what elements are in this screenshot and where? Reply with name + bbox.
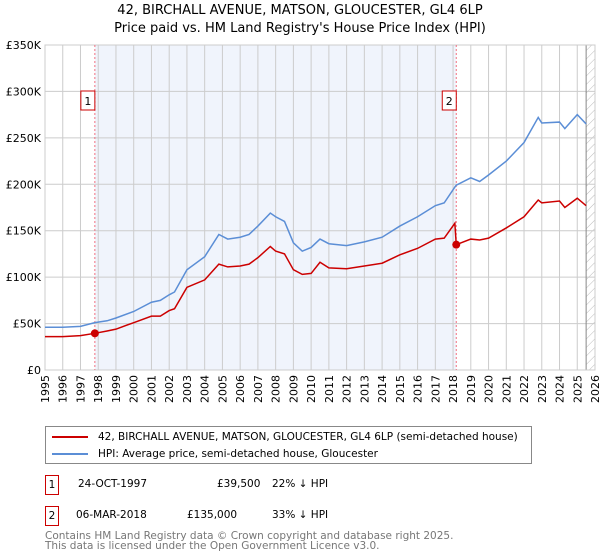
x-tick-label: 2011 xyxy=(323,375,336,403)
x-tick-label: 2007 xyxy=(252,375,265,403)
x-tick-label: 1998 xyxy=(92,375,105,403)
y-tick-label: £50K xyxy=(13,318,42,331)
x-tick-label: 2009 xyxy=(287,375,300,403)
transaction-row: 2 06-MAR-2018 £135,000 33% ↓ HPI xyxy=(45,506,545,526)
legend-swatch-hpi xyxy=(52,453,88,455)
sale-annotation-box xyxy=(80,90,96,111)
legend: 42, BIRCHALL AVENUE, MATSON, GLOUCESTER,… xyxy=(45,426,532,464)
transaction-hpi: 22% ↓ HPI xyxy=(272,478,329,490)
x-tick-label: 2017 xyxy=(429,375,442,403)
chart-subtitle: Price paid vs. HM Land Registry's House … xyxy=(114,21,486,36)
x-tick-label: 2013 xyxy=(358,375,371,403)
chart-title: 42, BIRCHALL AVENUE, MATSON, GLOUCESTER,… xyxy=(117,3,483,18)
sale-point xyxy=(452,240,461,249)
legend-label-property: 42, BIRCHALL AVENUE, MATSON, GLOUCESTER,… xyxy=(98,431,518,443)
x-tick-label: 1997 xyxy=(74,375,87,403)
x-tick-label: 2005 xyxy=(216,375,229,403)
legend-label-hpi: HPI: Average price, semi-detached house,… xyxy=(98,448,378,460)
y-tick-label: £300K xyxy=(6,85,42,98)
x-tick-label: 2004 xyxy=(199,375,212,403)
x-tick-label: 1996 xyxy=(57,375,70,403)
footer-line: This data is licensed under the Open Gov… xyxy=(45,540,380,552)
x-tick-label: 2003 xyxy=(181,375,194,403)
sale-annotation-box xyxy=(441,90,457,111)
footer-line: Contains HM Land Registry data © Crown c… xyxy=(45,530,454,542)
y-tick-label: £150K xyxy=(6,225,42,238)
property-series-line xyxy=(45,197,587,338)
transaction-hpi: 33% ↓ HPI xyxy=(272,509,329,521)
y-tick-label: £350K xyxy=(6,39,42,52)
x-tick-label: 2001 xyxy=(145,375,158,403)
transaction-price: £135,000 xyxy=(187,509,238,521)
x-tick-label: 2026 xyxy=(589,375,600,403)
x-tick-label: 2000 xyxy=(128,375,141,403)
sale-annotation-label: 2 xyxy=(446,95,453,108)
x-tick-label: 2008 xyxy=(270,375,283,403)
x-tick-label: 2022 xyxy=(518,375,531,403)
plot-border xyxy=(44,44,596,371)
y-tick-label: £200K xyxy=(6,178,42,191)
transaction-badge: 2 xyxy=(45,506,59,526)
transaction-price: £39,500 xyxy=(217,478,261,490)
x-tick-label: 2025 xyxy=(571,375,584,403)
transaction-row: 1 24-OCT-1997 £39,500 22% ↓ HPI xyxy=(45,475,545,495)
x-tick-label: 2010 xyxy=(305,375,318,403)
legend-swatch-property xyxy=(52,436,88,438)
hpi-series-line xyxy=(45,113,587,329)
x-tick-label: 2020 xyxy=(483,375,496,403)
x-tick-label: 2018 xyxy=(447,375,460,403)
x-tick-label: 1999 xyxy=(110,375,123,403)
x-tick-label: 2021 xyxy=(500,375,513,403)
sale-point xyxy=(90,329,99,338)
footer: Contains HM Land Registry data © Crown c… xyxy=(45,530,454,552)
x-tick-label: 2014 xyxy=(376,375,389,403)
forecast-hatch xyxy=(586,45,595,370)
y-tick-label: £0 xyxy=(27,364,41,377)
x-tick-label: 2019 xyxy=(465,375,478,403)
x-tick-label: 2006 xyxy=(234,375,247,403)
x-tick-label: 2023 xyxy=(536,375,549,403)
x-tick-label: 2002 xyxy=(163,375,176,403)
y-tick-label: £250K xyxy=(6,132,42,145)
sale-annotation-label: 1 xyxy=(84,95,91,108)
plot-area: 1995 1996 1997 1998 1999 2000 2001 2002 2003 2004… xyxy=(6,39,600,403)
transaction-date: 24-OCT-1997 xyxy=(78,478,147,490)
x-tick-label: 1995 xyxy=(39,375,52,403)
x-tick-label: 2016 xyxy=(412,375,425,403)
x-tick-label: 2024 xyxy=(554,375,567,403)
transaction-date: 06-MAR-2018 xyxy=(76,509,147,521)
y-tick-label: £100K xyxy=(6,271,42,284)
x-tick-label: 2012 xyxy=(341,375,354,403)
transaction-badge: 1 xyxy=(45,475,59,495)
x-tick-label: 2015 xyxy=(394,375,407,403)
